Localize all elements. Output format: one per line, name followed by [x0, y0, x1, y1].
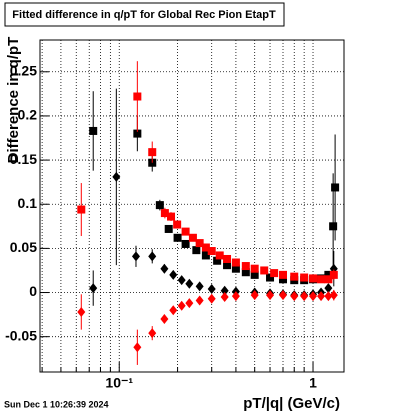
y-tick-label: 0	[29, 283, 37, 299]
marker	[279, 290, 288, 301]
marker	[220, 285, 229, 296]
title-box	[4, 2, 285, 27]
marker	[215, 251, 224, 260]
marker	[160, 209, 169, 218]
marker	[160, 314, 169, 325]
marker	[148, 251, 157, 262]
marker	[148, 148, 157, 157]
marker	[207, 293, 216, 304]
marker	[160, 263, 169, 274]
marker	[260, 266, 269, 275]
marker	[290, 291, 299, 302]
marker	[131, 251, 140, 262]
marker	[185, 298, 194, 309]
marker	[223, 261, 232, 270]
marker	[173, 220, 182, 229]
x-tick-label: 10⁻¹	[105, 375, 133, 391]
marker	[317, 275, 326, 284]
marker	[169, 269, 178, 280]
marker	[300, 291, 309, 302]
marker	[155, 201, 164, 210]
marker	[112, 171, 121, 182]
marker	[329, 290, 338, 301]
y-axis-label: Difference in q/pT	[5, 37, 22, 164]
marker	[279, 275, 288, 284]
marker	[181, 239, 190, 248]
marker	[133, 129, 142, 138]
marker	[207, 247, 216, 256]
marker	[231, 258, 240, 267]
marker	[231, 291, 240, 302]
marker	[133, 342, 142, 353]
y-tick-label: 0.25	[10, 62, 37, 78]
marker	[77, 205, 86, 214]
marker	[223, 254, 232, 263]
marker	[181, 227, 190, 236]
marker	[241, 268, 250, 277]
marker	[164, 224, 173, 233]
footer: Sun Dec 1 10:26:39 2024	[4, 399, 109, 409]
marker	[188, 233, 197, 242]
marker	[266, 290, 275, 301]
marker	[317, 291, 326, 302]
marker	[77, 306, 86, 317]
marker	[329, 270, 338, 279]
y-tick-label: -0.05	[5, 327, 37, 343]
marker	[213, 256, 222, 265]
marker	[201, 243, 210, 252]
marker	[192, 246, 201, 255]
x-axis-label: pT/|q| (GeV/c)	[243, 395, 340, 412]
marker	[324, 270, 333, 279]
marker	[241, 262, 250, 271]
marker	[300, 273, 309, 282]
marker	[250, 290, 259, 301]
marker	[195, 281, 204, 292]
marker	[329, 222, 338, 231]
marker	[195, 239, 204, 248]
marker	[231, 264, 240, 273]
marker	[324, 291, 333, 302]
marker	[309, 274, 318, 283]
marker	[89, 126, 98, 135]
marker	[195, 295, 204, 306]
y-tick-label: 0.2	[18, 107, 38, 123]
marker	[266, 273, 275, 282]
marker	[290, 272, 299, 281]
marker	[309, 291, 318, 302]
marker	[89, 283, 98, 294]
marker	[169, 305, 178, 316]
marker	[324, 283, 333, 294]
marker	[220, 291, 229, 302]
y-tick-label: 0.15	[10, 151, 37, 167]
x-tick-label: 1	[309, 375, 317, 391]
marker	[324, 275, 333, 284]
marker	[148, 328, 157, 339]
marker	[201, 251, 210, 260]
marker	[185, 278, 194, 289]
marker	[133, 92, 142, 101]
marker	[270, 269, 279, 278]
y-tick-label: 0.05	[10, 239, 37, 255]
plot-frame	[39, 39, 345, 373]
chart-title: Fitted difference in q/pT for Global Rec…	[12, 9, 276, 21]
marker	[250, 264, 259, 273]
marker	[167, 212, 176, 221]
marker	[177, 300, 186, 311]
marker	[331, 183, 340, 192]
y-tick-label: 0.1	[18, 195, 38, 211]
marker	[279, 270, 288, 279]
marker	[207, 284, 216, 294]
marker	[173, 233, 182, 242]
marker	[177, 275, 186, 286]
marker	[250, 270, 259, 279]
